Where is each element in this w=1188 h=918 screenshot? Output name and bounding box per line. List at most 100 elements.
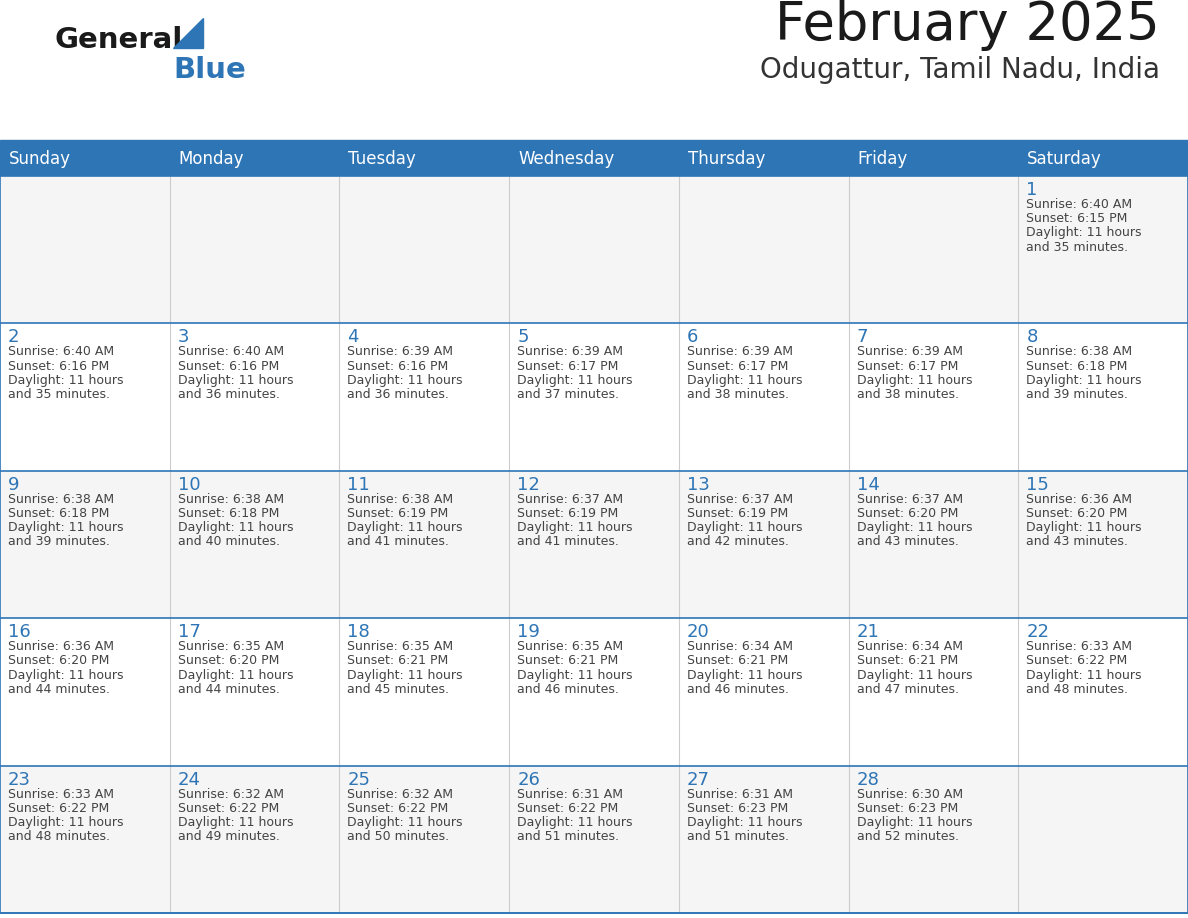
Text: 13: 13 (687, 476, 709, 494)
Text: 14: 14 (857, 476, 879, 494)
Text: Daylight: 11 hours: Daylight: 11 hours (1026, 668, 1142, 681)
Text: 24: 24 (178, 770, 201, 789)
Text: Daylight: 11 hours: Daylight: 11 hours (8, 374, 124, 386)
Text: Sunset: 6:22 PM: Sunset: 6:22 PM (517, 801, 619, 815)
Text: Sunset: 6:15 PM: Sunset: 6:15 PM (1026, 212, 1127, 225)
Text: Daylight: 11 hours: Daylight: 11 hours (347, 521, 463, 534)
Text: Sunset: 6:18 PM: Sunset: 6:18 PM (1026, 360, 1127, 373)
Bar (0, 143, 170, 176)
Bar (678, 766, 848, 913)
Text: Sunset: 6:17 PM: Sunset: 6:17 PM (687, 360, 788, 373)
Text: Sunrise: 6:33 AM: Sunrise: 6:33 AM (8, 788, 114, 800)
Text: Sunrise: 6:38 AM: Sunrise: 6:38 AM (8, 493, 114, 506)
Bar (340, 766, 510, 913)
Text: and 38 minutes.: and 38 minutes. (857, 388, 959, 401)
Text: and 48 minutes.: and 48 minutes. (1026, 683, 1129, 696)
Text: Daylight: 11 hours: Daylight: 11 hours (1026, 227, 1142, 240)
Bar (1018, 323, 1188, 471)
Text: and 44 minutes.: and 44 minutes. (178, 683, 279, 696)
Bar (510, 766, 678, 913)
Text: Daylight: 11 hours: Daylight: 11 hours (517, 816, 633, 829)
Text: Daylight: 11 hours: Daylight: 11 hours (1026, 521, 1142, 534)
Text: Sunrise: 6:32 AM: Sunrise: 6:32 AM (347, 788, 454, 800)
Text: Sunset: 6:17 PM: Sunset: 6:17 PM (857, 360, 958, 373)
Text: Sunset: 6:20 PM: Sunset: 6:20 PM (8, 655, 109, 667)
Text: 15: 15 (1026, 476, 1049, 494)
Text: 16: 16 (8, 623, 31, 641)
Text: Sunrise: 6:39 AM: Sunrise: 6:39 AM (517, 345, 624, 358)
Text: Daylight: 11 hours: Daylight: 11 hours (517, 374, 633, 386)
Text: Sunrise: 6:36 AM: Sunrise: 6:36 AM (1026, 493, 1132, 506)
Text: 8: 8 (1026, 329, 1037, 346)
Bar (1018, 176, 1188, 323)
Text: Sunset: 6:20 PM: Sunset: 6:20 PM (1026, 507, 1127, 520)
Bar (0, 176, 170, 323)
Bar (848, 766, 1018, 913)
Bar (848, 471, 1018, 618)
Bar (510, 618, 678, 766)
Text: Daylight: 11 hours: Daylight: 11 hours (857, 816, 972, 829)
Text: and 36 minutes.: and 36 minutes. (178, 388, 279, 401)
Bar (1018, 143, 1188, 176)
Text: General: General (55, 26, 183, 54)
Text: Odugattur, Tamil Nadu, India: Odugattur, Tamil Nadu, India (760, 56, 1159, 84)
Text: 28: 28 (857, 770, 879, 789)
Bar (340, 176, 510, 323)
Text: Sunrise: 6:37 AM: Sunrise: 6:37 AM (687, 493, 792, 506)
Text: Sunrise: 6:38 AM: Sunrise: 6:38 AM (1026, 345, 1132, 358)
Text: Sunrise: 6:39 AM: Sunrise: 6:39 AM (857, 345, 962, 358)
Text: 3: 3 (178, 329, 189, 346)
Text: Sunset: 6:16 PM: Sunset: 6:16 PM (347, 360, 449, 373)
Bar (510, 176, 678, 323)
Bar (0, 323, 170, 471)
Text: Sunset: 6:20 PM: Sunset: 6:20 PM (857, 507, 958, 520)
Text: 25: 25 (347, 770, 371, 789)
Text: Daylight: 11 hours: Daylight: 11 hours (857, 668, 972, 681)
Bar (0, 471, 170, 618)
Text: Wednesday: Wednesday (518, 151, 614, 169)
Bar (340, 618, 510, 766)
Text: and 51 minutes.: and 51 minutes. (687, 830, 789, 844)
Text: Daylight: 11 hours: Daylight: 11 hours (687, 668, 802, 681)
Bar (848, 618, 1018, 766)
Text: and 39 minutes.: and 39 minutes. (8, 535, 109, 548)
Text: 17: 17 (178, 623, 201, 641)
Text: Sunrise: 6:37 AM: Sunrise: 6:37 AM (857, 493, 962, 506)
Bar (0, 766, 170, 913)
Text: 23: 23 (8, 770, 31, 789)
Text: Daylight: 11 hours: Daylight: 11 hours (687, 521, 802, 534)
Text: and 48 minutes.: and 48 minutes. (8, 830, 110, 844)
Text: Sunset: 6:21 PM: Sunset: 6:21 PM (857, 655, 958, 667)
Text: Daylight: 11 hours: Daylight: 11 hours (857, 374, 972, 386)
Text: Sunset: 6:18 PM: Sunset: 6:18 PM (8, 507, 109, 520)
Bar (340, 471, 510, 618)
Text: Monday: Monday (178, 151, 245, 169)
Bar (848, 323, 1018, 471)
Text: Sunrise: 6:33 AM: Sunrise: 6:33 AM (1026, 640, 1132, 654)
Bar (848, 176, 1018, 323)
Text: and 36 minutes.: and 36 minutes. (347, 388, 449, 401)
Text: Sunset: 6:16 PM: Sunset: 6:16 PM (8, 360, 109, 373)
Text: Sunrise: 6:35 AM: Sunrise: 6:35 AM (517, 640, 624, 654)
Bar (340, 323, 510, 471)
Text: 2: 2 (8, 329, 19, 346)
Text: Sunset: 6:23 PM: Sunset: 6:23 PM (687, 801, 788, 815)
Text: Sunset: 6:22 PM: Sunset: 6:22 PM (347, 801, 449, 815)
Text: Sunrise: 6:39 AM: Sunrise: 6:39 AM (687, 345, 792, 358)
Bar (340, 143, 510, 176)
Text: Daylight: 11 hours: Daylight: 11 hours (517, 521, 633, 534)
Text: Sunset: 6:19 PM: Sunset: 6:19 PM (517, 507, 619, 520)
Bar (678, 176, 848, 323)
Text: and 41 minutes.: and 41 minutes. (347, 535, 449, 548)
Text: Sunrise: 6:38 AM: Sunrise: 6:38 AM (178, 493, 284, 506)
Bar (170, 323, 340, 471)
Bar (678, 323, 848, 471)
Text: 21: 21 (857, 623, 879, 641)
Text: 10: 10 (178, 476, 201, 494)
Bar (170, 766, 340, 913)
Text: and 44 minutes.: and 44 minutes. (8, 683, 109, 696)
Text: Sunrise: 6:37 AM: Sunrise: 6:37 AM (517, 493, 624, 506)
Text: Daylight: 11 hours: Daylight: 11 hours (687, 816, 802, 829)
Text: Sunrise: 6:40 AM: Sunrise: 6:40 AM (178, 345, 284, 358)
Text: and 51 minutes.: and 51 minutes. (517, 830, 619, 844)
